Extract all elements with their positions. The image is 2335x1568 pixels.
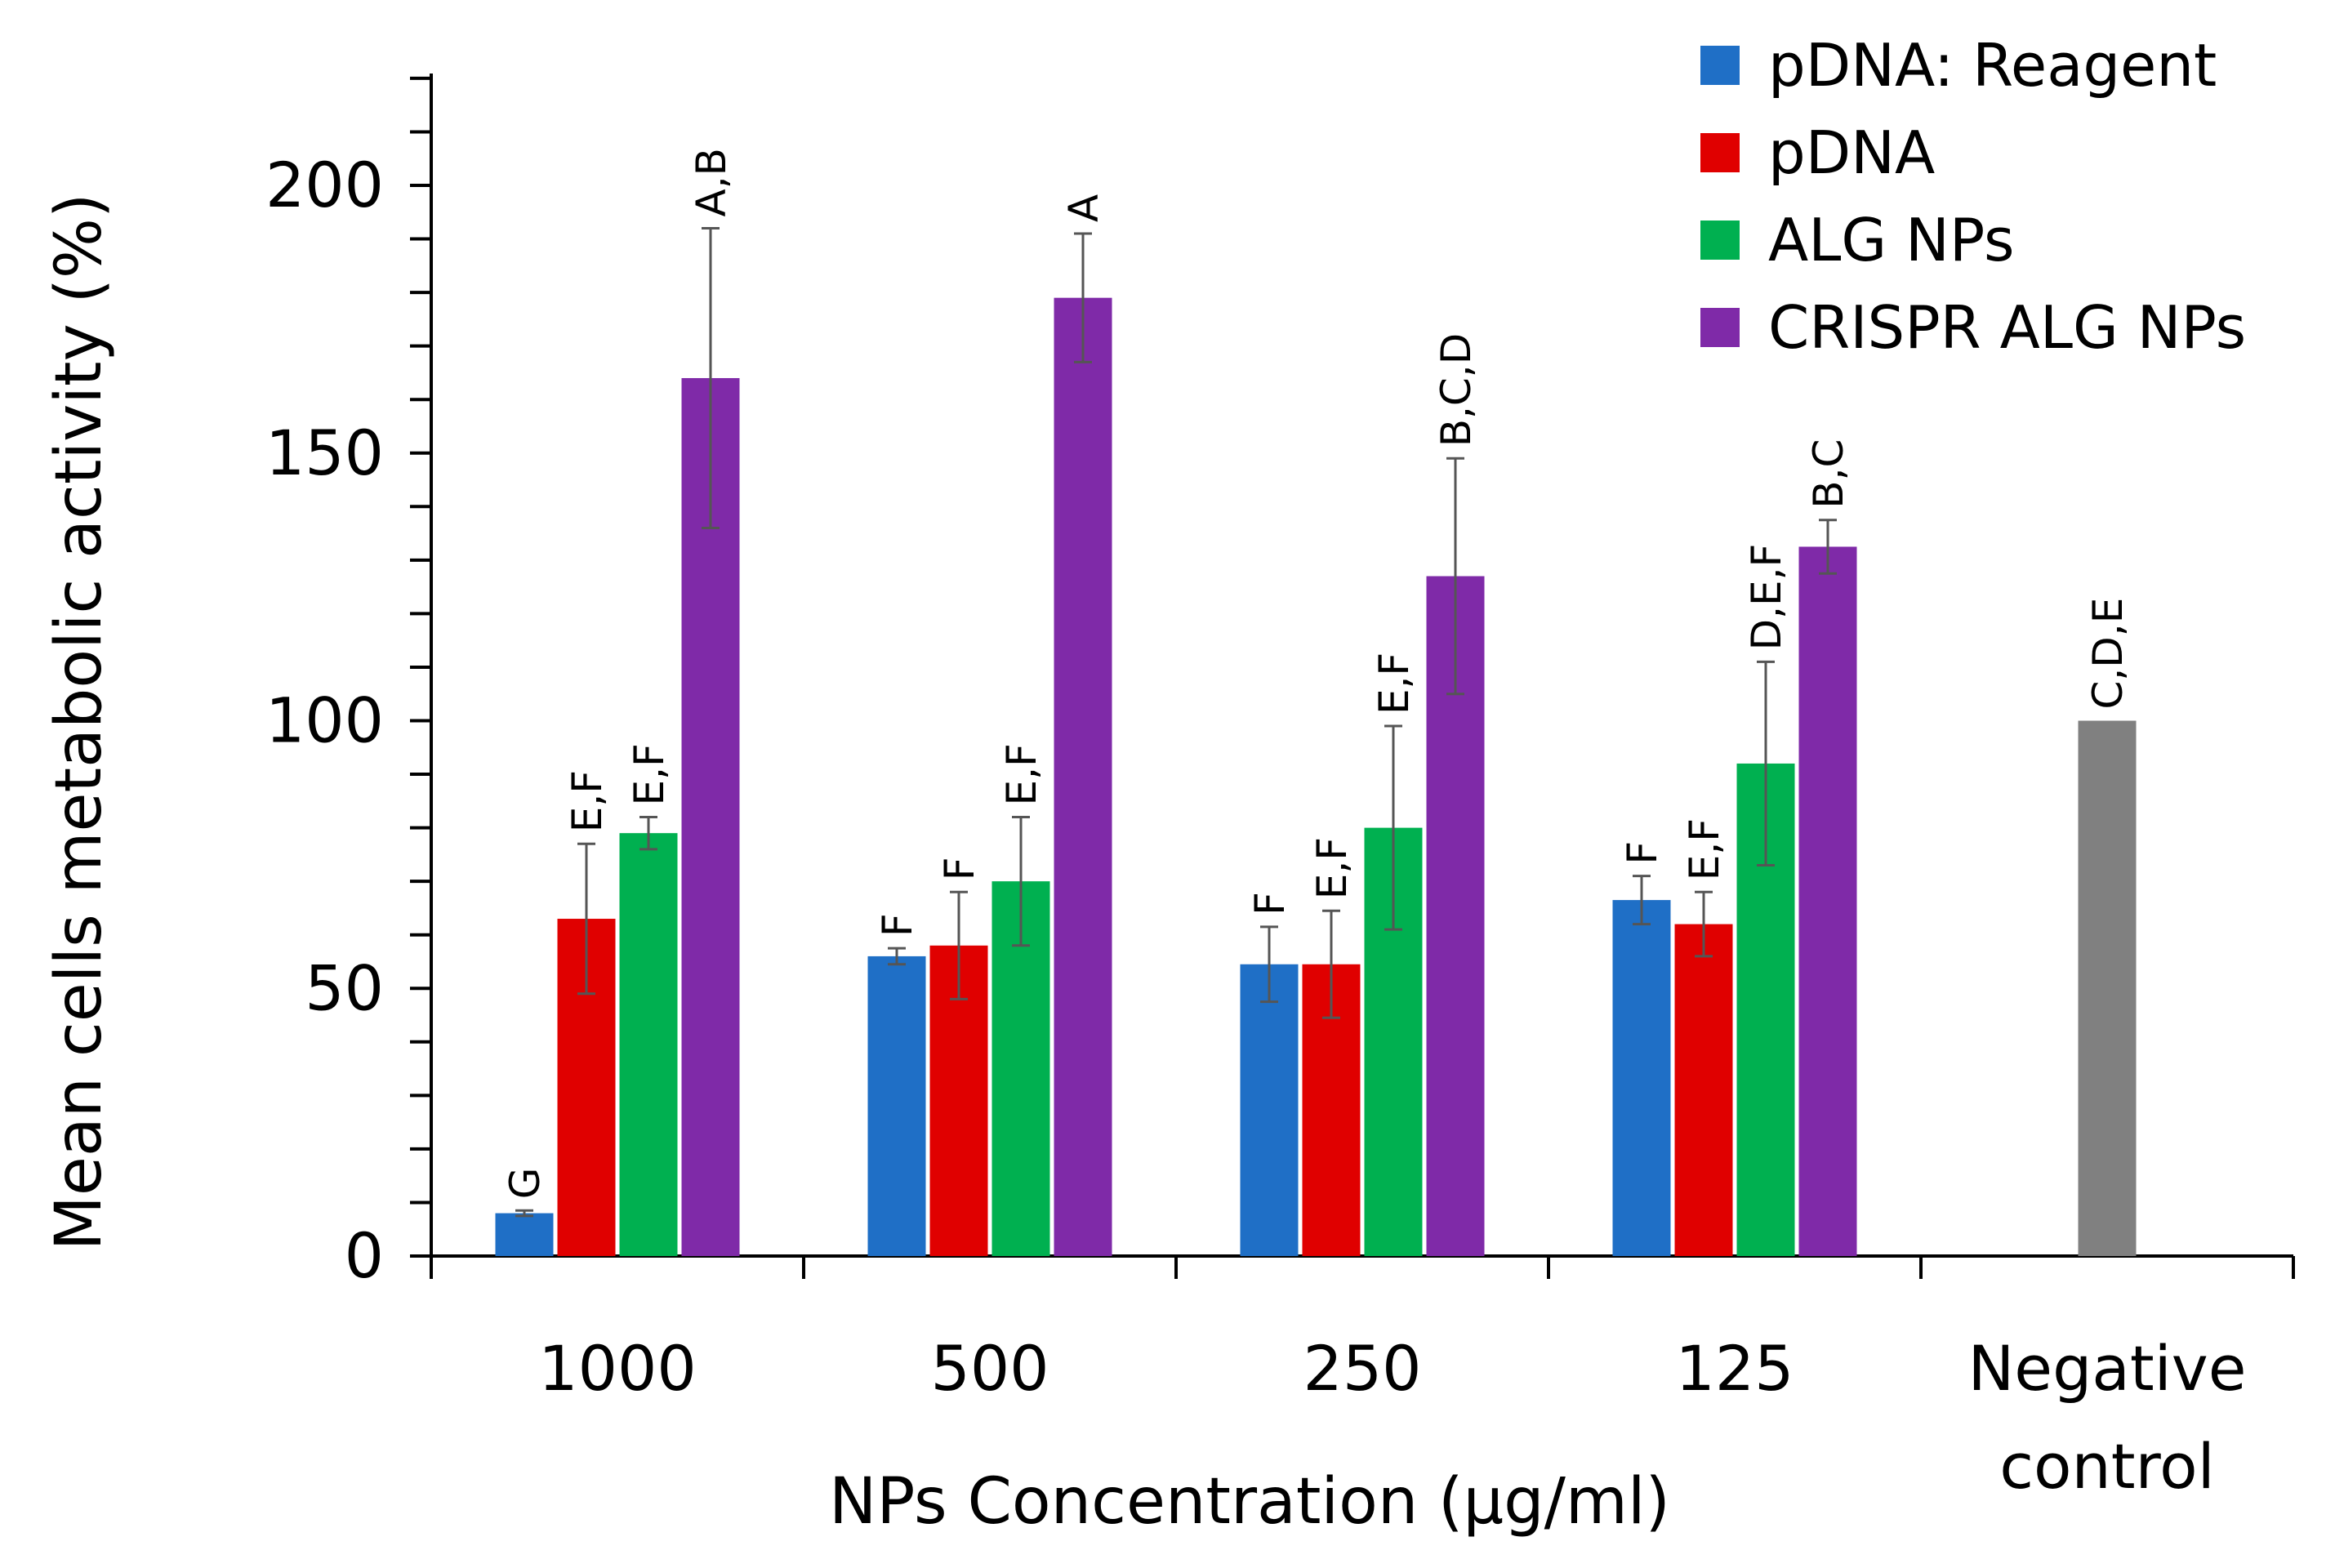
y-axis-title: Mean cells metabolic activity (%)	[42, 194, 116, 1251]
legend-swatch	[1700, 133, 1740, 172]
y-tick-label: 0	[345, 1219, 384, 1292]
bar	[867, 956, 926, 1256]
bar	[1240, 964, 1299, 1256]
y-tick-label: 150	[265, 416, 384, 489]
y-tick-label: 200	[265, 149, 384, 221]
significance-label: F	[874, 913, 921, 937]
bar	[495, 1213, 554, 1256]
legend-label: pDNA: Reagent	[1768, 31, 2217, 100]
x-tick-label: control	[1999, 1430, 2214, 1503]
significance-label: E,F	[1308, 837, 1356, 899]
significance-label: E,F	[1681, 818, 1728, 880]
legend-swatch	[1700, 308, 1740, 347]
x-axis-title: NPs Concentration (µg/ml)	[829, 1465, 1670, 1539]
significance-label: E,F	[1370, 653, 1418, 715]
x-tick-label: 125	[1675, 1332, 1794, 1405]
x-tick-label: 500	[930, 1332, 1049, 1405]
significance-label: E,F	[998, 743, 1045, 805]
significance-label: D,E,F	[1743, 544, 1790, 651]
bar	[1674, 924, 1733, 1256]
significance-label: A,B	[688, 148, 735, 216]
bar	[2078, 720, 2137, 1256]
significance-label: B,C	[1805, 439, 1852, 509]
significance-label: E,F	[626, 743, 673, 805]
x-tick-label: 250	[1303, 1332, 1421, 1405]
x-tick-label: 1000	[538, 1332, 696, 1405]
legend-label: pDNA	[1768, 118, 1935, 187]
legend-label: CRISPR ALG NPs	[1768, 293, 2246, 362]
bar	[1798, 546, 1857, 1256]
significance-label: B,C,D	[1433, 333, 1480, 448]
significance-label: G	[501, 1168, 549, 1200]
legend-label: ALG NPs	[1768, 206, 2015, 274]
significance-label: C,D,E	[2084, 598, 2132, 710]
significance-label: F	[1246, 892, 1294, 915]
legend-swatch	[1700, 46, 1740, 85]
x-tick-label: Negative	[1967, 1332, 2246, 1405]
significance-label: E,F	[564, 770, 611, 832]
y-tick-label: 50	[305, 951, 384, 1024]
bar	[1054, 297, 1112, 1256]
bar	[619, 833, 678, 1256]
significance-label: F	[936, 857, 983, 880]
legend-swatch	[1700, 220, 1740, 260]
bar	[1612, 900, 1671, 1256]
significance-label: A	[1060, 194, 1107, 222]
significance-label: F	[1619, 841, 1666, 865]
y-tick-label: 100	[265, 684, 384, 757]
